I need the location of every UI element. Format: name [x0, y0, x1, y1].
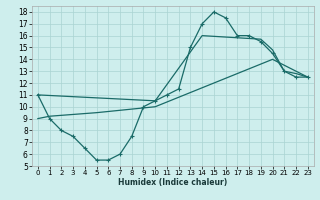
X-axis label: Humidex (Indice chaleur): Humidex (Indice chaleur) [118, 178, 228, 187]
